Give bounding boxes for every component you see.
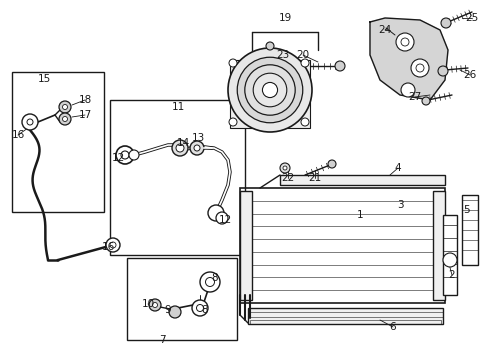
Circle shape <box>205 278 214 287</box>
Bar <box>432 191 444 300</box>
Circle shape <box>194 145 200 151</box>
Circle shape <box>262 82 277 98</box>
Text: 9: 9 <box>164 305 171 315</box>
Circle shape <box>228 59 237 67</box>
Text: 26: 26 <box>463 70 476 80</box>
Text: 1: 1 <box>356 210 363 220</box>
Bar <box>461 195 477 265</box>
Circle shape <box>62 104 67 109</box>
Circle shape <box>395 33 413 51</box>
Circle shape <box>228 118 237 126</box>
Circle shape <box>121 151 129 159</box>
Circle shape <box>169 306 181 318</box>
Circle shape <box>207 205 224 221</box>
Circle shape <box>196 305 203 311</box>
Text: 11: 11 <box>171 102 184 112</box>
Bar <box>247 312 442 317</box>
Circle shape <box>190 141 203 155</box>
Text: 6: 6 <box>389 322 395 332</box>
Circle shape <box>253 73 286 107</box>
Circle shape <box>200 272 220 292</box>
Bar <box>240 188 444 303</box>
Circle shape <box>244 65 295 115</box>
Text: 16: 16 <box>11 130 24 140</box>
Bar <box>12 72 104 212</box>
Circle shape <box>437 66 447 76</box>
Text: 21: 21 <box>308 173 321 183</box>
Circle shape <box>442 253 456 267</box>
Circle shape <box>27 119 33 125</box>
Text: 24: 24 <box>378 25 391 35</box>
Circle shape <box>22 114 38 130</box>
Circle shape <box>301 59 308 67</box>
Bar <box>110 100 244 255</box>
Circle shape <box>265 42 273 50</box>
Text: 27: 27 <box>407 92 421 102</box>
Circle shape <box>152 302 157 307</box>
Circle shape <box>415 64 423 72</box>
Bar <box>442 215 456 295</box>
Text: 2: 2 <box>448 270 454 280</box>
Text: 17: 17 <box>78 110 91 120</box>
Circle shape <box>62 117 67 122</box>
Text: 5: 5 <box>463 205 469 215</box>
Text: 19: 19 <box>278 13 291 23</box>
Circle shape <box>172 140 187 156</box>
Bar <box>249 320 440 324</box>
Bar <box>240 191 251 300</box>
Text: 23: 23 <box>276 50 289 60</box>
Circle shape <box>129 150 139 160</box>
Text: 14: 14 <box>176 138 189 148</box>
Circle shape <box>410 59 428 77</box>
Text: 8: 8 <box>211 273 218 283</box>
Circle shape <box>334 61 345 71</box>
Circle shape <box>227 48 311 132</box>
Circle shape <box>327 160 335 168</box>
Circle shape <box>280 163 289 173</box>
Circle shape <box>59 113 71 125</box>
Text: 8: 8 <box>201 305 208 315</box>
Text: 10: 10 <box>141 299 154 309</box>
Polygon shape <box>369 18 447 100</box>
Circle shape <box>216 212 227 224</box>
Circle shape <box>192 300 207 316</box>
Bar <box>247 308 442 324</box>
Circle shape <box>440 18 450 28</box>
Circle shape <box>400 38 408 46</box>
Bar <box>280 175 444 185</box>
Circle shape <box>116 146 134 164</box>
Circle shape <box>421 97 429 105</box>
Text: 7: 7 <box>159 335 165 345</box>
Text: 18: 18 <box>78 95 91 105</box>
Text: 3: 3 <box>396 200 403 210</box>
Circle shape <box>149 299 161 311</box>
Text: 12: 12 <box>218 215 231 225</box>
Text: 12: 12 <box>111 153 124 163</box>
Text: 4: 4 <box>394 163 401 173</box>
Text: 20: 20 <box>296 50 309 60</box>
Text: 13: 13 <box>191 133 204 143</box>
Circle shape <box>301 118 308 126</box>
Circle shape <box>176 144 183 152</box>
Text: 22: 22 <box>281 173 294 183</box>
Circle shape <box>106 238 120 252</box>
Text: 16: 16 <box>101 242 114 252</box>
Circle shape <box>237 57 302 123</box>
Text: 15: 15 <box>37 74 51 84</box>
Circle shape <box>400 83 414 97</box>
Circle shape <box>59 101 71 113</box>
Bar <box>127 258 237 340</box>
Circle shape <box>283 166 286 170</box>
Bar <box>229 60 309 128</box>
Circle shape <box>110 242 116 248</box>
Text: 25: 25 <box>465 13 478 23</box>
